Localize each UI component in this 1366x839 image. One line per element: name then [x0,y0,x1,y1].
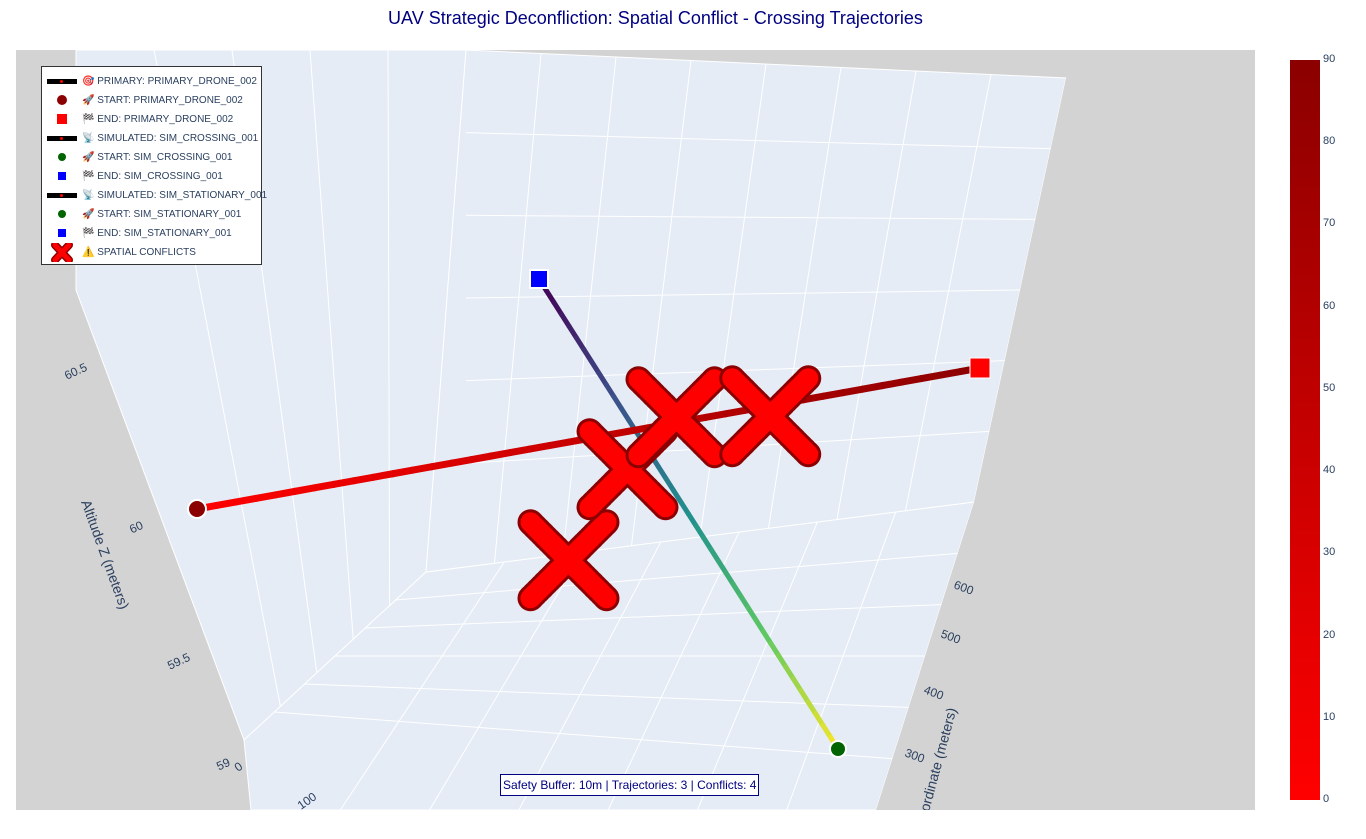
floor-grid-line [274,711,893,760]
y-tick-label: 300 [903,746,927,766]
line-icon [42,72,82,91]
colorbar-tick-label: 90 [1323,53,1336,65]
legend-label: 📡 SIMULATED: SIM_CROSSING_001 [82,133,259,144]
left-grid-line [309,50,354,640]
right-outer-plane [876,50,1255,810]
legend-label: 🚀 START: SIM_STATIONARY_001 [82,209,242,220]
colorbar [1290,60,1320,800]
square-icon [42,110,82,129]
line-icon [42,129,82,148]
colorbar-tick-label: 50 [1323,381,1336,394]
chart-title: UAV Strategic Deconfliction: Spatial Con… [388,8,923,28]
colorbar-tick-label: 70 [1323,217,1336,230]
legend-item[interactable]: 🏁 END: SIM_STATIONARY_001 [42,224,263,243]
primary-start-marker [187,499,207,519]
legend-label: 🚀 START: PRIMARY_DRONE_002 [82,95,243,106]
legend-label: ⚠️ SPATIAL CONFLICTS [82,247,196,258]
back-vertical-grid-line [768,67,842,529]
floor-depth-grid-line [786,511,897,810]
legend-item[interactable]: 🚀 START: SIM_CROSSING_001 [42,148,263,167]
conflict-x-icon [625,366,728,469]
colorbar-tick-label: 10 [1323,710,1336,723]
floor-depth-grid-line [518,541,662,810]
x-tick-label: 0 [232,759,246,774]
conflict-x-fill [520,512,617,609]
back-vertical-grid-line [494,53,542,564]
floor-grid-line [365,604,942,629]
sim-crossing-start-marker [829,740,847,758]
circle-icon [42,205,82,224]
legend-label: 🎯 PRIMARY: PRIMARY_DRONE_002 [82,76,257,87]
legend-item[interactable]: 🏁 END: SIM_CROSSING_001 [42,167,263,186]
legend-item[interactable]: ⚠️ SPATIAL CONFLICTS [42,243,263,262]
back-plane [425,50,1067,573]
legend-label: 🏁 END: PRIMARY_DRONE_002 [82,114,234,125]
conflict-x-icon [719,365,822,468]
conflict-x-icon [517,509,620,612]
z-tick-label: 59.5 [165,650,192,673]
circle-icon [42,91,82,110]
z-axis-title: Altitude Z (meters) [78,498,132,612]
back-vertical-grid-line [562,56,617,555]
floor-depth-grid-line [429,551,584,810]
floor-depth-grid-line [339,561,505,810]
primary-end-marker [969,357,991,379]
back-vertical-grid-line [905,74,992,511]
square-icon [42,167,82,186]
square-icon [42,224,82,243]
sim-crossing-end-marker [529,269,549,289]
data-marks [187,269,991,758]
colorbar-tick-label: 80 [1323,135,1336,148]
legend-item[interactable]: 🎯 PRIMARY: PRIMARY_DRONE_002 [42,72,263,91]
z-tick-label: 60 [127,518,145,536]
circle-icon [42,148,82,167]
back-vertical-grid-line [836,70,917,520]
legend-item[interactable]: 🏁 END: PRIMARY_DRONE_002 [42,110,263,129]
3d-scene[interactable]: 59 59.5 60 60.5 300 400 500 600 0 100 Altitude Z (… [16,50,1255,810]
legend-item[interactable]: 🚀 START: SIM_STATIONARY_001 [42,205,263,224]
floor-depth-grid-line [607,531,740,810]
colorbar-tick-label: 40 [1323,464,1336,477]
floor-depth-grid-line [696,521,818,810]
legend-label: 📡 SIMULATED: SIM_STATIONARY_001 [82,190,268,201]
legend-item[interactable]: 📡 SIMULATED: SIM_STATIONARY_001 [42,186,267,205]
colorbar-tick-label: 30 [1323,546,1336,559]
floor-grid-line [395,552,958,601]
z-tick-label: 59 [214,755,232,773]
conflict-x-fill [722,368,819,465]
legend: 🎯 PRIMARY: PRIMARY_DRONE_002 🚀 START: PRI… [41,66,267,265]
y-tick-label: 400 [922,683,946,703]
colorbar-tick-label: 20 [1323,628,1336,641]
legend-item[interactable]: 🚀 START: PRIMARY_DRONE_002 [42,91,263,110]
legend-label: 🏁 END: SIM_CROSSING_001 [82,171,223,182]
line-icon [42,186,82,205]
back-horizontal-grid-line [465,132,1051,150]
legend-label: 🏁 END: SIM_STATIONARY_001 [82,228,232,239]
summary-annotation: Safety Buffer: 10m | Trajectories: 3 | C… [500,774,760,796]
back-horizontal-grid-line [465,289,1021,299]
z-tick-label: 60.5 [62,360,89,383]
left-grid-line [387,50,391,606]
x-icon [51,243,73,262]
back-horizontal-grid-line [465,214,1036,220]
legend-label: 🚀 START: SIM_CROSSING_001 [82,152,233,163]
colorbar-tick-label: 0 [1323,793,1330,805]
colorbar-tick-label: 60 [1323,299,1336,312]
y-tick-label: 600 [952,578,976,598]
legend-item[interactable]: 📡 SIMULATED: SIM_CROSSING_001 [42,129,263,148]
y-tick-label: 500 [939,627,963,647]
x-icon [42,243,82,262]
conflict-x-fill [628,369,725,466]
